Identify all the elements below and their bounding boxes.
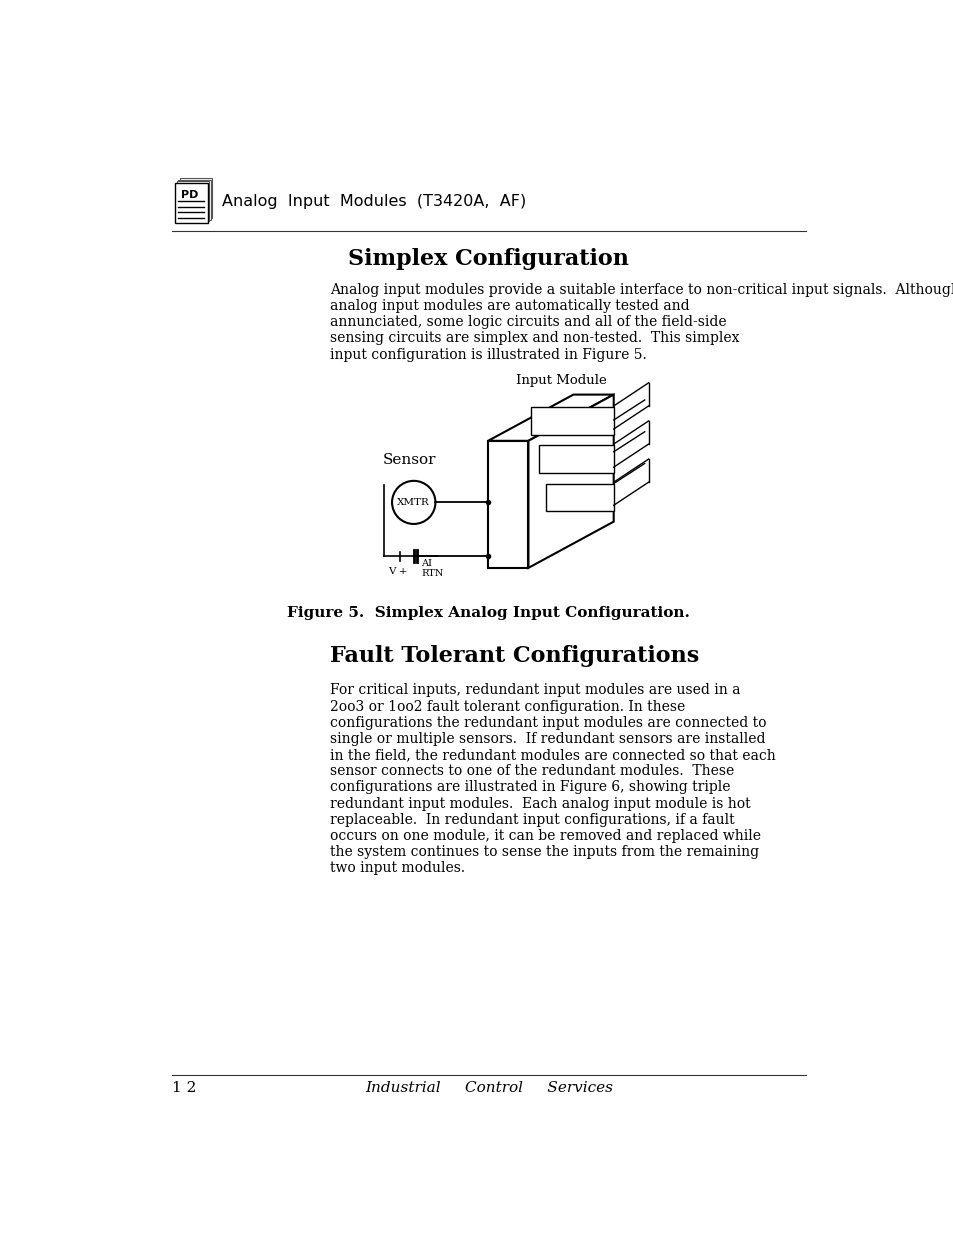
Text: annunciated, some logic circuits and all of the field­side: annunciated, some logic circuits and all… (330, 315, 726, 330)
Text: For critical inputs, redundant input modules are used in a: For critical inputs, redundant input mod… (330, 683, 740, 698)
Polygon shape (488, 441, 528, 568)
Text: Sensor: Sensor (383, 453, 436, 467)
Polygon shape (531, 408, 613, 435)
Circle shape (392, 480, 435, 524)
Text: redundant input modules.  Each analog input module is hot: redundant input modules. Each analog inp… (330, 797, 750, 810)
Text: Analog input modules provide a suitable interface to non­critical input signals.: Analog input modules provide a suitable … (330, 283, 953, 296)
Text: sensing circuits are simplex and non­tested.  This simplex: sensing circuits are simplex and non­tes… (330, 331, 739, 346)
Text: sensor connects to one of the redundant modules.  These: sensor connects to one of the redundant … (330, 764, 734, 778)
Text: XMTR: XMTR (397, 498, 430, 506)
Text: input configuration is illustrated in Figure 5.: input configuration is illustrated in Fi… (330, 347, 646, 362)
Polygon shape (488, 395, 613, 441)
Text: two input modules.: two input modules. (330, 861, 465, 876)
Text: the system continues to sense the inputs from the remaining: the system continues to sense the inputs… (330, 845, 759, 860)
Text: PD: PD (181, 190, 198, 200)
FancyBboxPatch shape (174, 183, 208, 222)
Text: Analog  Input  Modules  (T3420A,  AF): Analog Input Modules (T3420A, AF) (221, 194, 525, 209)
Text: in the field, the redundant modules are connected so that each: in the field, the redundant modules are … (330, 748, 775, 762)
Text: Input Module: Input Module (516, 374, 606, 387)
Text: replaceable.  In redundant input configurations, if a fault: replaceable. In redundant input configur… (330, 813, 734, 826)
FancyBboxPatch shape (178, 180, 211, 220)
Text: Figure 5.  Simplex Analog Input Configuration.: Figure 5. Simplex Analog Input Configura… (287, 606, 690, 620)
Text: 2oo3 or 1oo2 fault tolerant configuration. In these: 2oo3 or 1oo2 fault tolerant configuratio… (330, 699, 684, 714)
Text: Industrial     Control     Services: Industrial Control Services (365, 1081, 612, 1094)
Text: Simplex Configuration: Simplex Configuration (348, 248, 629, 270)
Text: single or multiple sensors.  If redundant sensors are installed: single or multiple sensors. If redundant… (330, 732, 764, 746)
Text: AI
RTN: AI RTN (421, 559, 443, 578)
Polygon shape (538, 446, 613, 473)
FancyBboxPatch shape (176, 182, 209, 221)
Text: V +: V + (387, 567, 407, 576)
FancyBboxPatch shape (179, 178, 212, 219)
Text: configurations are illustrated in Figure 6, showing triple: configurations are illustrated in Figure… (330, 781, 730, 794)
Polygon shape (528, 395, 613, 568)
Text: occurs on one module, it can be removed and replaced while: occurs on one module, it can be removed … (330, 829, 760, 842)
Text: Fault Tolerant Configurations: Fault Tolerant Configurations (330, 645, 699, 667)
Text: 1 2: 1 2 (172, 1081, 196, 1094)
Text: analog input modules are automatically tested and: analog input modules are automatically t… (330, 299, 689, 314)
Polygon shape (546, 484, 613, 511)
Text: configurations the redundant input modules are connected to: configurations the redundant input modul… (330, 716, 766, 730)
